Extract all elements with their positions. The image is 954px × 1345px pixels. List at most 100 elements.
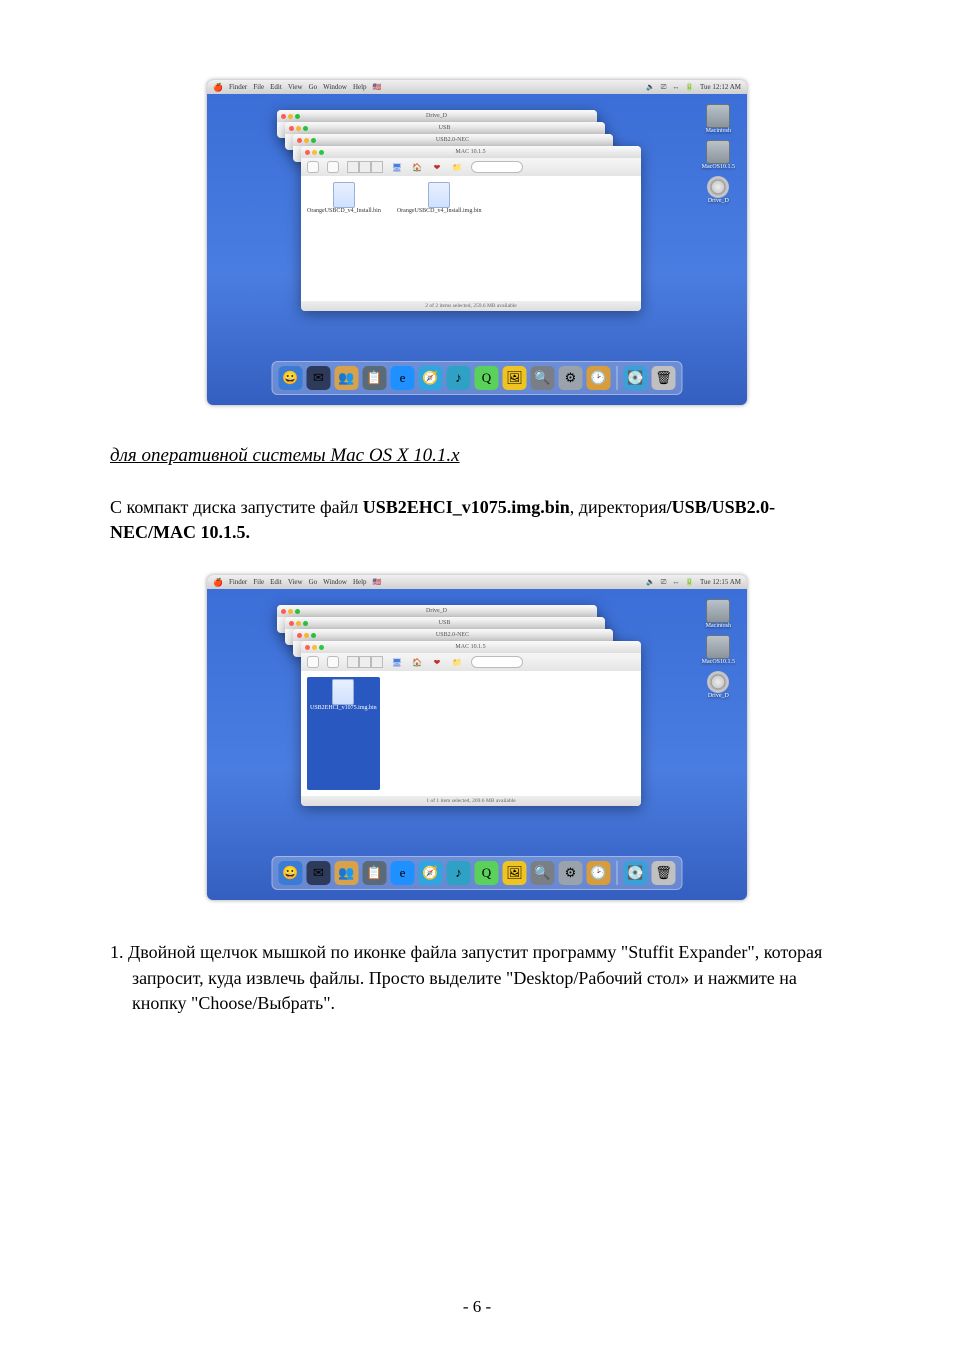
- volume-icon: 🔈: [646, 578, 655, 586]
- drive-icon: Macintosh: [706, 104, 731, 134]
- document-icon: [428, 182, 450, 208]
- icon-label: MacOS10.1.5: [702, 659, 735, 665]
- window-title: USB2.0-NEC: [436, 632, 469, 638]
- icon-label: Macintosh: [706, 623, 731, 629]
- section-heading: для оперативной системы Mac OS X 10.1.x: [110, 445, 844, 467]
- applications-icon[interactable]: 📁: [451, 161, 463, 173]
- finder-toolbar: 🖥 🏠 ❤ 📁: [301, 158, 641, 177]
- apple-icon: 🍎: [213, 578, 223, 587]
- menu-item: Help: [353, 83, 367, 91]
- screenshot-2: 🍎 Finder File Edit View Go Window Help 🇺…: [207, 575, 747, 900]
- finder-window-stack: Drive_D USB USB2.0-NEC MAC 10.1.5 🖥 🏠 ❤ …: [277, 110, 657, 320]
- disc-icon: Drive_D: [707, 176, 729, 204]
- search-input[interactable]: [471, 656, 523, 668]
- menubar-left: 🍎 Finder File Edit View Go Window Help 🇺…: [213, 83, 381, 92]
- icon-label: Drive_D: [708, 198, 729, 204]
- applications-icon[interactable]: 📁: [451, 656, 463, 668]
- flag-icon: 🇺🇸: [373, 83, 382, 91]
- dock-app-sherlock[interactable]: 🔍: [531, 861, 555, 885]
- finder-statusbar: 2 of 2 items selected, 259.6 MB availabl…: [301, 301, 641, 311]
- menu-item: File: [253, 578, 264, 586]
- icon-label: Drive_D: [708, 693, 729, 699]
- body-text: , директория: [570, 497, 667, 517]
- page-number: - 6 -: [0, 1297, 954, 1317]
- document-icon: [332, 679, 354, 705]
- dock-app-finder[interactable]: 😀: [279, 861, 303, 885]
- back-button[interactable]: [307, 656, 319, 668]
- finder-toolbar: 🖥 🏠 ❤ 📁: [301, 653, 641, 672]
- dock-app-ie[interactable]: e: [391, 366, 415, 390]
- window-title: USB: [439, 125, 451, 131]
- dock: 😀 ✉ 👥 📋 e 🧭 ♪ Q 🖼 🔍 ⚙ 🕑 💽 🗑: [272, 361, 683, 395]
- favorites-icon[interactable]: ❤: [431, 656, 443, 668]
- dock-app-mail[interactable]: ✉: [307, 366, 331, 390]
- dock-app-dock[interactable]: 📋: [363, 861, 387, 885]
- file-item[interactable]: OrangeUSBCD_v4_Install.bin: [307, 182, 381, 295]
- favorites-icon[interactable]: ❤: [431, 161, 443, 173]
- dock-app-settings[interactable]: ⚙: [559, 861, 583, 885]
- list-item-1: 1. Двойной щелчок мышкой по иконке файла…: [110, 940, 844, 1016]
- dock-app-sherlock[interactable]: 🔍: [531, 366, 555, 390]
- window-title: Drive_D: [426, 113, 447, 119]
- dock-app-quicktime[interactable]: Q: [475, 366, 499, 390]
- finder-statusbar: 1 of 1 item selected, 269.6 MB available: [301, 796, 641, 806]
- desktop-icons: Macintosh MacOS10.1.5 Drive_D: [702, 599, 735, 699]
- file-item[interactable]: OrangeUSBCD_v4_Install.img.bin: [397, 182, 482, 295]
- battery-icon: 🔋: [685, 83, 694, 91]
- file-item[interactable]: USB2EHCI_v1075.img.bin: [307, 677, 380, 790]
- dock-app-settings[interactable]: ⚙: [559, 366, 583, 390]
- dock-app-trash[interactable]: 🗑: [652, 861, 676, 885]
- dock-app-people[interactable]: 👥: [335, 861, 359, 885]
- menubar: 🍎 Finder File Edit View Go Window Help 🇺…: [207, 575, 747, 589]
- dock-app-safari[interactable]: 🧭: [419, 366, 443, 390]
- home-icon[interactable]: 🏠: [411, 656, 423, 668]
- drive-icon: MacOS10.1.5: [702, 635, 735, 665]
- dock-app-itunes[interactable]: ♪: [447, 366, 471, 390]
- dock-app-disk[interactable]: 💽: [624, 861, 648, 885]
- dock-app-itunes[interactable]: ♪: [447, 861, 471, 885]
- clock-text: Tue 12:12 AM: [700, 83, 741, 91]
- dock-app-clock[interactable]: 🕑: [587, 861, 611, 885]
- drive-icon: MacOS10.1.5: [702, 140, 735, 170]
- dock-app-pictures[interactable]: 🖼: [503, 366, 527, 390]
- body-paragraph: С компакт диска запустите файл USB2EHCI_…: [110, 495, 844, 545]
- computer-icon[interactable]: 🖥: [391, 656, 403, 668]
- menu-item: File: [253, 83, 264, 91]
- dock-app-trash[interactable]: 🗑: [652, 366, 676, 390]
- drive-icon: Macintosh: [706, 599, 731, 629]
- home-icon[interactable]: 🏠: [411, 161, 423, 173]
- dock-separator: [617, 861, 618, 885]
- dock-app-dock[interactable]: 📋: [363, 366, 387, 390]
- dock-app-quicktime[interactable]: Q: [475, 861, 499, 885]
- dock-app-clock[interactable]: 🕑: [587, 366, 611, 390]
- icon-label: MacOS10.1.5: [702, 164, 735, 170]
- window-title: USB2.0-NEC: [436, 137, 469, 143]
- menu-item: View: [288, 83, 303, 91]
- search-input[interactable]: [471, 161, 523, 173]
- document-page: 🍎 Finder File Edit View Go Window Help 🇺…: [0, 0, 954, 1345]
- computer-icon[interactable]: 🖥: [391, 161, 403, 173]
- dock-app-ie[interactable]: e: [391, 861, 415, 885]
- view-buttons[interactable]: [347, 161, 383, 173]
- dock-app-mail[interactable]: ✉: [307, 861, 331, 885]
- view-buttons[interactable]: [347, 656, 383, 668]
- forward-button[interactable]: [327, 656, 339, 668]
- forward-button[interactable]: [327, 161, 339, 173]
- dock-app-people[interactable]: 👥: [335, 366, 359, 390]
- flag-icon: 🇺🇸: [373, 578, 382, 586]
- battery-icon: 🔋: [685, 578, 694, 586]
- file-label: OrangeUSBCD_v4_Install.img.bin: [397, 208, 482, 214]
- finder-content: OrangeUSBCD_v4_Install.bin OrangeUSBCD_v…: [301, 176, 641, 301]
- menu-item: Window: [323, 83, 347, 91]
- dock-app-pictures[interactable]: 🖼: [503, 861, 527, 885]
- dock-app-finder[interactable]: 😀: [279, 366, 303, 390]
- dock: 😀 ✉ 👥 📋 e 🧭 ♪ Q 🖼 🔍 ⚙ 🕑 💽 🗑: [272, 856, 683, 890]
- display-icon: ⎚: [661, 578, 667, 587]
- dock-app-safari[interactable]: 🧭: [419, 861, 443, 885]
- menu-item: View: [288, 578, 303, 586]
- menu-item: Help: [353, 578, 367, 586]
- back-button[interactable]: [307, 161, 319, 173]
- dock-app-disk[interactable]: 💽: [624, 366, 648, 390]
- menu-item: Edit: [270, 83, 282, 91]
- volume-icon: 🔈: [646, 83, 655, 91]
